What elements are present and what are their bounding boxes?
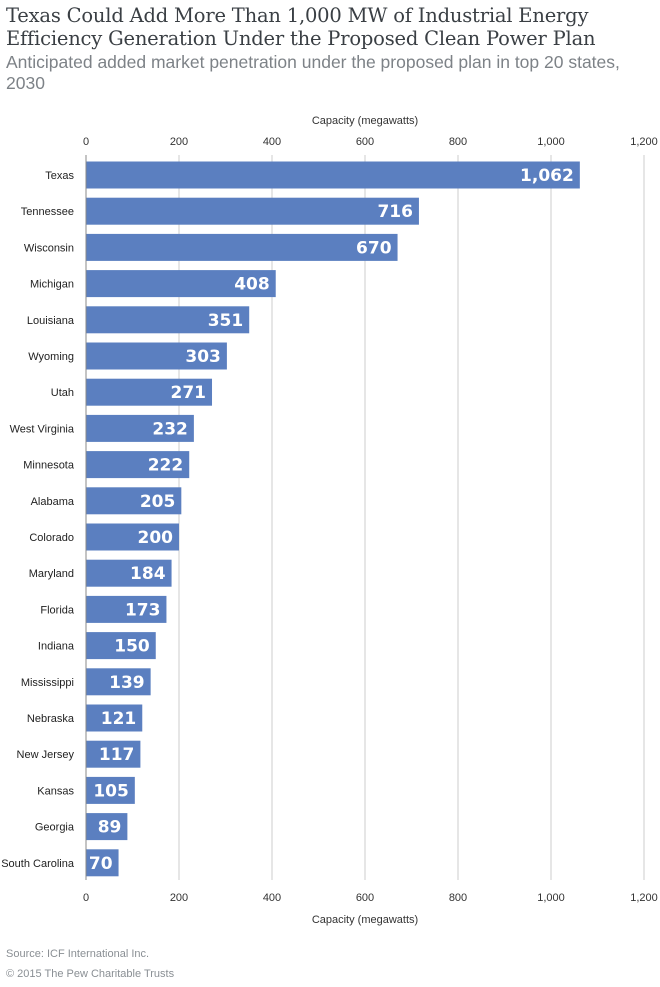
x-tick-top-0: 0 <box>83 136 89 148</box>
value-label: 303 <box>185 347 221 367</box>
category-label: Georgia <box>35 822 75 834</box>
bar-new-jersey <box>86 740 141 768</box>
x-axis-title-bottom: Capacity (megawatts) <box>312 914 418 926</box>
value-label: 408 <box>234 275 270 295</box>
value-label: 232 <box>152 419 188 439</box>
category-label: Tennessee <box>21 206 74 218</box>
x-tick-top-600: 600 <box>356 136 374 148</box>
value-label: 150 <box>114 637 150 657</box>
bar-utah <box>86 378 213 406</box>
x-tick-top-200: 200 <box>170 136 188 148</box>
bar-michigan <box>86 270 276 298</box>
bar-colorado <box>86 523 179 551</box>
chart-title: Texas Could Add More Than 1,000 MW of In… <box>6 4 596 50</box>
bar-mississippi <box>86 668 151 696</box>
gridlines <box>178 155 645 880</box>
bar-maryland <box>86 559 172 587</box>
x-tick-bottom-400: 400 <box>263 892 281 904</box>
value-label: 139 <box>109 673 145 693</box>
bar-georgia <box>86 813 128 841</box>
bar-chart: Capacity (megawatts) 0 200 400 600 800 1,000 1… <box>1 115 658 926</box>
category-label: Colorado <box>29 532 74 544</box>
bar-tennessee <box>86 197 419 225</box>
category-labels: Texas Tennessee Wisconsin Michigan Louisiana… <box>1 170 75 870</box>
bar-texas <box>86 161 580 189</box>
category-label: Minnesota <box>23 460 75 472</box>
bars <box>86 161 580 877</box>
value-label: 271 <box>171 383 207 403</box>
bar-minnesota <box>86 451 190 479</box>
x-tick-bottom-1000: 1,000 <box>537 892 565 904</box>
bar-florida <box>86 595 167 623</box>
category-label: New Jersey <box>17 749 75 761</box>
x-tick-bottom-800: 800 <box>449 892 467 904</box>
value-label: 351 <box>208 311 244 331</box>
x-tick-bottom-200: 200 <box>170 892 188 904</box>
category-label: South Carolina <box>1 858 75 870</box>
bar-wyoming <box>86 342 227 370</box>
category-label: Mississippi <box>21 677 74 689</box>
category-label: Indiana <box>38 641 75 653</box>
source-note: Source: ICF International Inc. <box>6 948 150 960</box>
category-label: Louisiana <box>27 315 75 327</box>
category-label: West Virginia <box>10 423 75 435</box>
value-label: 200 <box>138 528 174 548</box>
bar-south-carolina <box>86 849 119 877</box>
value-label: 173 <box>125 600 161 620</box>
value-label: 184 <box>130 564 166 584</box>
value-label: 1,062 <box>520 166 574 186</box>
copyright-note: © 2015 The Pew Charitable Trusts <box>6 968 175 980</box>
bar-wisconsin <box>86 233 398 261</box>
category-label: Kansas <box>37 785 74 797</box>
category-label: Nebraska <box>27 713 75 725</box>
category-label: Utah <box>51 387 74 399</box>
x-tick-bottom-0: 0 <box>83 892 89 904</box>
category-label: Alabama <box>31 496 75 508</box>
value-label: 670 <box>356 238 392 258</box>
x-axis-title-top: Capacity (megawatts) <box>312 115 418 127</box>
x-tick-top-1000: 1,000 <box>537 136 565 148</box>
value-label: 205 <box>140 492 176 512</box>
category-label: Florida <box>40 604 75 616</box>
bar-west-virginia <box>86 414 194 442</box>
value-label: 105 <box>93 781 129 801</box>
x-tick-top-400: 400 <box>263 136 281 148</box>
category-label: Wisconsin <box>24 242 74 254</box>
bar-alabama <box>86 487 182 515</box>
value-label: 121 <box>101 709 137 729</box>
value-label: 222 <box>148 456 184 476</box>
value-label: 117 <box>99 745 135 765</box>
x-tick-bottom-600: 600 <box>356 892 374 904</box>
x-tick-top-800: 800 <box>449 136 467 148</box>
category-label: Texas <box>45 170 74 182</box>
chart-subtitle: Anticipated added market penetration und… <box>6 52 620 93</box>
bar-nebraska <box>86 704 143 732</box>
x-tick-top-1200: 1,200 <box>630 136 658 148</box>
category-label: Wyoming <box>28 351 74 363</box>
x-tick-bottom-1200: 1,200 <box>630 892 658 904</box>
category-label: Maryland <box>29 568 74 580</box>
category-label: Michigan <box>30 279 74 291</box>
value-label: 70 <box>89 854 113 874</box>
x-axis-ticks-bottom: 0 200 400 600 800 1,000 1,200 <box>83 892 658 904</box>
value-label: 716 <box>377 202 413 222</box>
value-label: 89 <box>98 818 122 838</box>
value-labels: 1,062 716 670 408 351 303 271 232 222 205 200 184 17… <box>89 166 574 874</box>
x-axis-ticks-top: 0 200 400 600 800 1,000 1,200 <box>83 136 658 148</box>
bar-louisiana <box>86 306 250 334</box>
bar-indiana <box>86 632 156 660</box>
bar-kansas <box>86 776 135 804</box>
